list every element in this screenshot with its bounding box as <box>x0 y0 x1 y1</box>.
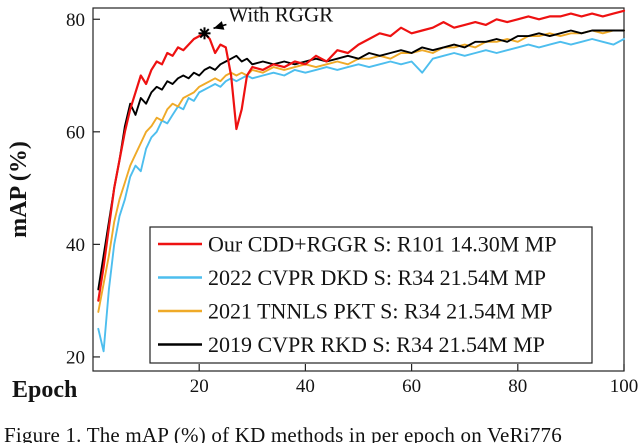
legend-label-1: 2022 CVPR DKD S: R34 21.54M MP <box>208 265 546 290</box>
legend-box <box>149 226 593 364</box>
x-tick-label: 20 <box>190 376 209 397</box>
rggr-marker <box>199 28 210 39</box>
annotation-label: With RGGR <box>228 3 333 27</box>
x-tick-label: 60 <box>402 376 421 397</box>
annotation-arrowhead <box>213 21 225 30</box>
map-epoch-line-chart: 20 40 60 80 100 20 40 60 80 With RGGR Our CDD+RGGR… <box>6 3 639 403</box>
series-line-3 <box>97 29 625 291</box>
x-tick-label: 100 <box>610 376 639 397</box>
y-axis-label: mAP (%) <box>6 141 32 238</box>
series-line-1 <box>97 38 625 353</box>
x-tick-label: 80 <box>508 376 527 397</box>
y-tick-label: 60 <box>66 122 85 143</box>
figure-caption: Figure 1. The mAP (%) of KD methods in p… <box>4 423 562 443</box>
legend-label-0: Our CDD+RGGR S: R101 14.30M MP <box>208 232 557 257</box>
x-axis-label: Epoch <box>12 377 77 403</box>
y-tick-label: 80 <box>66 10 85 31</box>
series-line-0 <box>97 9 626 302</box>
legend-label-2: 2021 TNNLS PKT S: R34 21.54M MP <box>208 299 553 324</box>
x-tick-label: 40 <box>296 376 315 397</box>
y-tick-label: 40 <box>66 235 85 256</box>
y-tick-label: 20 <box>66 347 85 368</box>
legend-label-3: 2019 CVPR RKD S: R34 21.54M MP <box>208 332 545 357</box>
